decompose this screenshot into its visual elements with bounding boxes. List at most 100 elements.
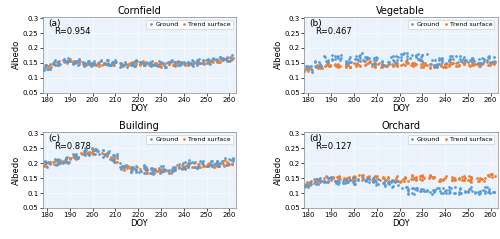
Point xyxy=(356,59,364,63)
Point xyxy=(159,164,167,168)
Point xyxy=(224,163,232,167)
Point xyxy=(138,60,145,64)
Point xyxy=(126,166,134,170)
Point xyxy=(170,168,178,172)
Point xyxy=(80,148,88,152)
Point xyxy=(412,175,420,179)
Point xyxy=(436,65,444,68)
Point xyxy=(110,157,118,161)
Point xyxy=(377,65,385,68)
Point xyxy=(354,61,362,65)
Point xyxy=(398,53,406,56)
Point xyxy=(416,58,424,62)
Point xyxy=(470,63,478,67)
Point xyxy=(176,165,184,169)
Point xyxy=(420,189,428,193)
Point xyxy=(362,62,370,65)
Point xyxy=(50,60,58,64)
Point xyxy=(164,169,172,173)
Point xyxy=(87,61,95,65)
Point xyxy=(479,188,487,192)
Point xyxy=(100,61,108,65)
Point xyxy=(116,161,124,165)
Point xyxy=(428,58,436,62)
Point xyxy=(485,56,493,60)
Point xyxy=(384,60,392,64)
Point xyxy=(302,66,310,70)
Point xyxy=(228,54,236,57)
Point xyxy=(466,64,474,67)
Point xyxy=(417,65,425,69)
Point xyxy=(398,186,406,190)
Point xyxy=(138,61,146,65)
Point xyxy=(116,64,124,68)
Point xyxy=(401,175,409,179)
Point xyxy=(85,62,93,66)
Point xyxy=(81,150,89,154)
Point xyxy=(184,165,192,169)
Point xyxy=(370,179,378,183)
X-axis label: DOY: DOY xyxy=(392,104,409,113)
Point xyxy=(106,63,114,66)
Point xyxy=(446,187,454,190)
Point xyxy=(44,160,52,164)
Point xyxy=(194,162,202,166)
Point xyxy=(445,185,453,189)
Point xyxy=(132,62,140,66)
Point xyxy=(430,175,438,179)
Point xyxy=(174,163,182,167)
Point xyxy=(349,180,357,184)
Point xyxy=(374,177,382,181)
Point xyxy=(174,63,182,67)
Point xyxy=(316,65,324,69)
Point xyxy=(344,180,352,184)
Point xyxy=(46,67,54,71)
Point xyxy=(228,56,235,60)
Point xyxy=(142,63,150,66)
Point xyxy=(419,65,427,68)
Point xyxy=(320,179,328,183)
Point xyxy=(154,63,162,67)
Point xyxy=(203,164,211,168)
Point xyxy=(152,61,160,65)
Point xyxy=(188,60,196,63)
Point xyxy=(322,174,330,178)
Point xyxy=(208,59,216,63)
Point xyxy=(378,60,386,64)
Point xyxy=(358,179,366,182)
Point xyxy=(401,176,409,179)
Point xyxy=(128,62,136,66)
Point xyxy=(355,54,363,58)
Point xyxy=(380,178,388,182)
Point xyxy=(94,64,102,68)
Point xyxy=(472,191,480,195)
Point xyxy=(220,57,228,61)
Point xyxy=(204,162,212,166)
Point xyxy=(481,185,489,189)
Point xyxy=(84,59,92,63)
Point xyxy=(365,56,373,60)
Point xyxy=(372,56,380,60)
Point xyxy=(398,177,406,180)
Point xyxy=(69,155,77,159)
Point xyxy=(131,64,139,68)
Point xyxy=(118,165,126,169)
Point xyxy=(389,184,397,188)
Point xyxy=(210,56,218,60)
Point xyxy=(50,63,58,67)
Point xyxy=(139,59,147,63)
Point xyxy=(213,159,221,163)
Point xyxy=(113,160,121,163)
Point xyxy=(390,180,398,184)
Point xyxy=(184,61,192,65)
Point xyxy=(157,61,165,65)
Point xyxy=(174,61,182,65)
Point xyxy=(316,178,324,182)
Point xyxy=(430,64,438,68)
Point xyxy=(50,62,58,66)
Point xyxy=(110,158,118,162)
Point xyxy=(344,61,351,65)
Point xyxy=(488,60,496,64)
Point xyxy=(326,176,334,179)
Point xyxy=(186,61,194,65)
